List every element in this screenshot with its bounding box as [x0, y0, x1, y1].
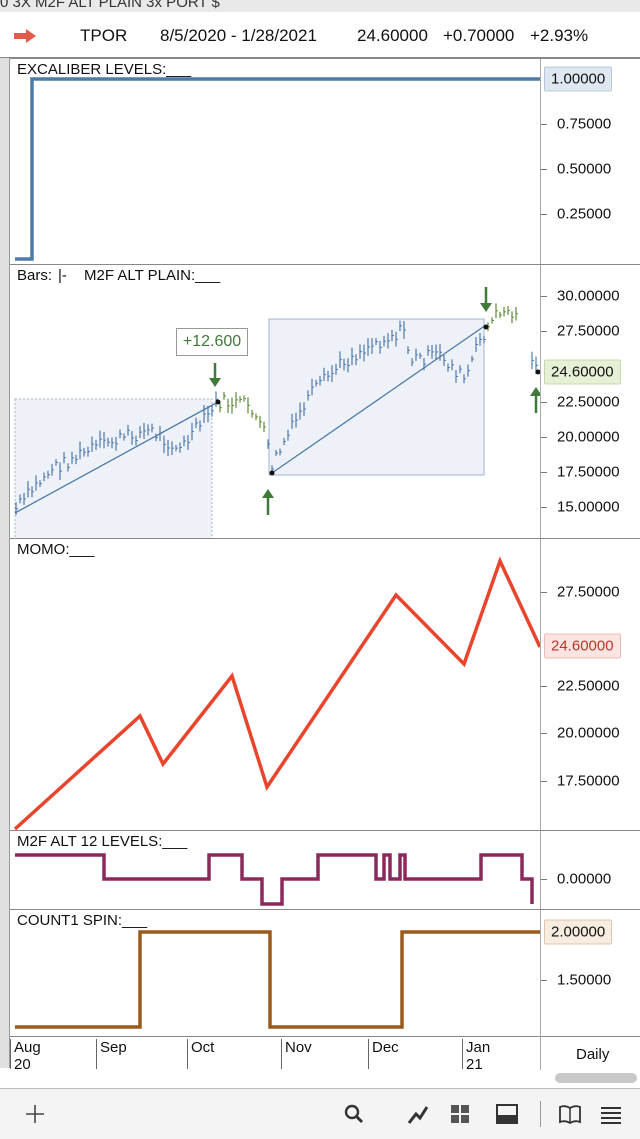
count1-spin-plot: [15, 930, 540, 1029]
list-icon[interactable]: [598, 1101, 624, 1127]
count1-spin-pane: COUNT1 SPIN:___ 2.00000 1.50000: [10, 909, 640, 1036]
m2f-alt-12-levels-pane: M2F ALT 12 LEVELS:___ 0.00000: [10, 830, 640, 909]
month-label-jan: Jan 21: [462, 1039, 490, 1073]
count1-current-value: 2.00000: [544, 919, 613, 945]
momo-tick: 17.50000: [557, 772, 620, 790]
excaliber-tick: 0.50000: [557, 160, 612, 178]
m2f-alt-12-tick: 0.00000: [557, 870, 612, 888]
window-title: 0 3X M2F ALT PLAIN 3x PORT $: [0, 0, 220, 11]
excaliber-plot: [15, 77, 540, 261]
bottom-toolbar: [0, 1088, 640, 1139]
horizontal-scrollbar[interactable]: [555, 1073, 637, 1083]
left-scroll-rail[interactable]: [0, 58, 10, 1068]
symbol-header: TPOR 8/5/2020 - 1/28/2021 24.60000 +0.70…: [0, 12, 640, 58]
last-price: 24.60000: [357, 26, 428, 45]
m2f-alt-12-scale: 0.00000: [540, 831, 640, 909]
excaliber-scale: 1.00000 0.75000 0.50000 0.25000: [540, 59, 640, 264]
momo-tick: 22.50000: [557, 677, 620, 695]
price-change-pct: +2.93%: [530, 26, 589, 45]
down-arrow-icon: [480, 303, 492, 312]
m2f-alt-12-label: M2F ALT 12 LEVELS:___: [17, 833, 188, 850]
momo-tick: 20.00000: [557, 724, 620, 742]
price-tick: 17.50000: [557, 463, 620, 481]
price-tick: 27.50000: [557, 322, 620, 340]
price-label-indicator: M2F ALT PLAIN:___: [84, 267, 221, 284]
symbol-arrow-icon[interactable]: [14, 29, 36, 43]
m2f-alt-12-plot: [15, 853, 534, 906]
panel-icon[interactable]: [494, 1101, 520, 1127]
price-change: +0.70000: [443, 26, 515, 45]
momo-scale: 27.50000 24.60000 22.50000 20.00000 17.5…: [540, 539, 640, 830]
up-arrow-icon: [530, 387, 540, 396]
grid-icon[interactable]: [447, 1101, 473, 1127]
price-tick: 22.50000: [557, 393, 620, 411]
draw-line-icon[interactable]: [405, 1101, 431, 1127]
plus-icon[interactable]: [22, 1101, 48, 1127]
window-title-bar: 0 3X M2F ALT PLAIN 3x PORT $: [0, 0, 640, 12]
momo-tick: 27.50000: [557, 583, 620, 601]
count1-spin-scale: 2.00000 1.50000: [540, 910, 640, 1036]
excaliber-current-value: 1.00000: [544, 66, 613, 92]
search-icon[interactable]: [341, 1101, 367, 1127]
count1-spin-label: COUNT1 SPIN:___: [17, 912, 148, 929]
date-axis: Aug 20 Sep Oct Nov Dec Jan 21: [10, 1036, 540, 1073]
price-tick: 15.00000: [557, 498, 620, 516]
period-label: Daily: [576, 1046, 610, 1063]
month-label-aug: Aug 20: [10, 1039, 41, 1073]
month-label-sep: Sep: [96, 1039, 127, 1069]
symbol-name[interactable]: TPOR: [80, 26, 128, 45]
month-label-dec: Dec: [368, 1039, 399, 1069]
price-scale: 30.00000 27.50000 24.60000 22.50000 20.0…: [540, 265, 640, 538]
excaliber-levels-pane: EXCALIBER LEVELS:___ 1.00000 0.75000 0.5…: [10, 58, 640, 264]
gain-annotation[interactable]: +12.600: [176, 328, 248, 356]
book-icon[interactable]: [557, 1101, 583, 1127]
month-label-nov: Nov: [281, 1039, 312, 1069]
excaliber-label: EXCALIBER LEVELS:___: [17, 61, 192, 78]
date-range: 8/5/2020 - 1/28/2021: [160, 26, 317, 45]
price-label-bars: Bars:: [17, 267, 53, 284]
price-plot: [14, 287, 540, 539]
price-current-value: 24.60000: [544, 359, 621, 385]
price-tick: 20.00000: [557, 428, 620, 446]
price-tick: 30.00000: [557, 287, 620, 305]
count1-spin-tick: 1.50000: [557, 971, 612, 989]
bars-glyph: |-: [58, 267, 67, 284]
momo-label: MOMO:___: [17, 541, 95, 558]
price-pane: +12.600 Bars: |- M2F ALT PLAIN:___ 30.00…: [10, 264, 640, 539]
up-arrow-icon: [262, 489, 274, 498]
momo-pane: MOMO:___ 27.50000 24.60000 22.50000 20.0…: [10, 538, 640, 831]
excaliber-tick: 0.75000: [557, 115, 612, 133]
period-selector[interactable]: Daily: [540, 1036, 640, 1070]
excaliber-tick: 0.25000: [557, 205, 612, 223]
momo-plot: [13, 556, 540, 831]
down-arrow-icon: [209, 378, 221, 387]
momo-current-value: 24.60000: [544, 633, 621, 659]
month-label-oct: Oct: [187, 1039, 214, 1069]
